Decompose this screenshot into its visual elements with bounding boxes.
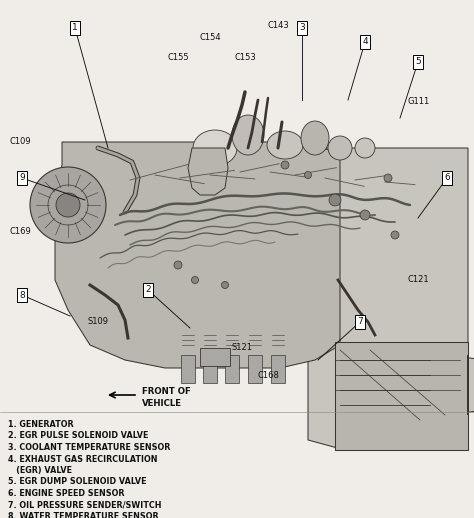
Bar [248, 355, 262, 383]
Polygon shape [55, 142, 340, 368]
Circle shape [384, 174, 392, 182]
Circle shape [391, 231, 399, 239]
Bar [200, 348, 230, 366]
Circle shape [191, 277, 199, 283]
Text: G111: G111 [408, 97, 430, 107]
Circle shape [329, 194, 341, 206]
Text: C169: C169 [10, 227, 32, 237]
Bar [271, 355, 285, 383]
Bar [203, 355, 217, 383]
Text: C143: C143 [267, 21, 289, 30]
Text: 1: 1 [72, 23, 78, 33]
Polygon shape [335, 342, 468, 450]
Text: 2: 2 [145, 285, 151, 295]
Text: 4. EXHAUST GAS RECIRCULATION: 4. EXHAUST GAS RECIRCULATION [8, 454, 157, 464]
Circle shape [281, 161, 289, 169]
Text: C109: C109 [10, 137, 32, 147]
Circle shape [174, 261, 182, 269]
Text: C154: C154 [199, 34, 221, 42]
Text: C121: C121 [408, 276, 429, 284]
Text: (EGR) VALVE: (EGR) VALVE [8, 466, 72, 475]
Text: 7. OIL PRESSURE SENDER/SWITCH: 7. OIL PRESSURE SENDER/SWITCH [8, 500, 162, 510]
Circle shape [221, 281, 228, 289]
Circle shape [304, 171, 311, 179]
Bar [181, 355, 195, 383]
Circle shape [360, 210, 370, 220]
Ellipse shape [267, 131, 303, 159]
Text: 1. GENERATOR: 1. GENERATOR [8, 420, 73, 429]
Text: C155: C155 [167, 53, 189, 63]
Text: 8: 8 [19, 291, 25, 299]
Text: 8. WATER TEMPERATURE SENSOR: 8. WATER TEMPERATURE SENSOR [8, 512, 159, 518]
Text: 2. EGR PULSE SOLENOID VALVE: 2. EGR PULSE SOLENOID VALVE [8, 431, 148, 440]
Polygon shape [56, 193, 80, 217]
Text: 6: 6 [444, 174, 450, 182]
Text: 9: 9 [19, 174, 25, 182]
Text: S109: S109 [88, 318, 109, 326]
Text: 6. ENGINE SPEED SENSOR: 6. ENGINE SPEED SENSOR [8, 489, 125, 498]
Ellipse shape [301, 121, 329, 155]
Text: 4: 4 [362, 37, 368, 47]
Text: C153: C153 [234, 53, 256, 63]
Polygon shape [468, 355, 474, 415]
Text: S121: S121 [231, 343, 253, 353]
Polygon shape [188, 148, 228, 195]
Text: 3: 3 [299, 23, 305, 33]
Text: FRONT OF: FRONT OF [142, 387, 191, 396]
Text: 5: 5 [415, 57, 421, 66]
Text: 7: 7 [357, 318, 363, 326]
Ellipse shape [328, 136, 352, 160]
Polygon shape [308, 148, 468, 450]
Ellipse shape [232, 115, 264, 155]
Polygon shape [30, 167, 106, 243]
Bar [225, 355, 239, 383]
Ellipse shape [355, 138, 375, 158]
Text: 3. COOLANT TEMPERATURE SENSOR: 3. COOLANT TEMPERATURE SENSOR [8, 443, 170, 452]
Text: 5. EGR DUMP SOLENOID VALVE: 5. EGR DUMP SOLENOID VALVE [8, 478, 146, 486]
Ellipse shape [193, 130, 237, 166]
Text: C168: C168 [257, 370, 279, 380]
Text: VEHICLE: VEHICLE [142, 399, 182, 409]
